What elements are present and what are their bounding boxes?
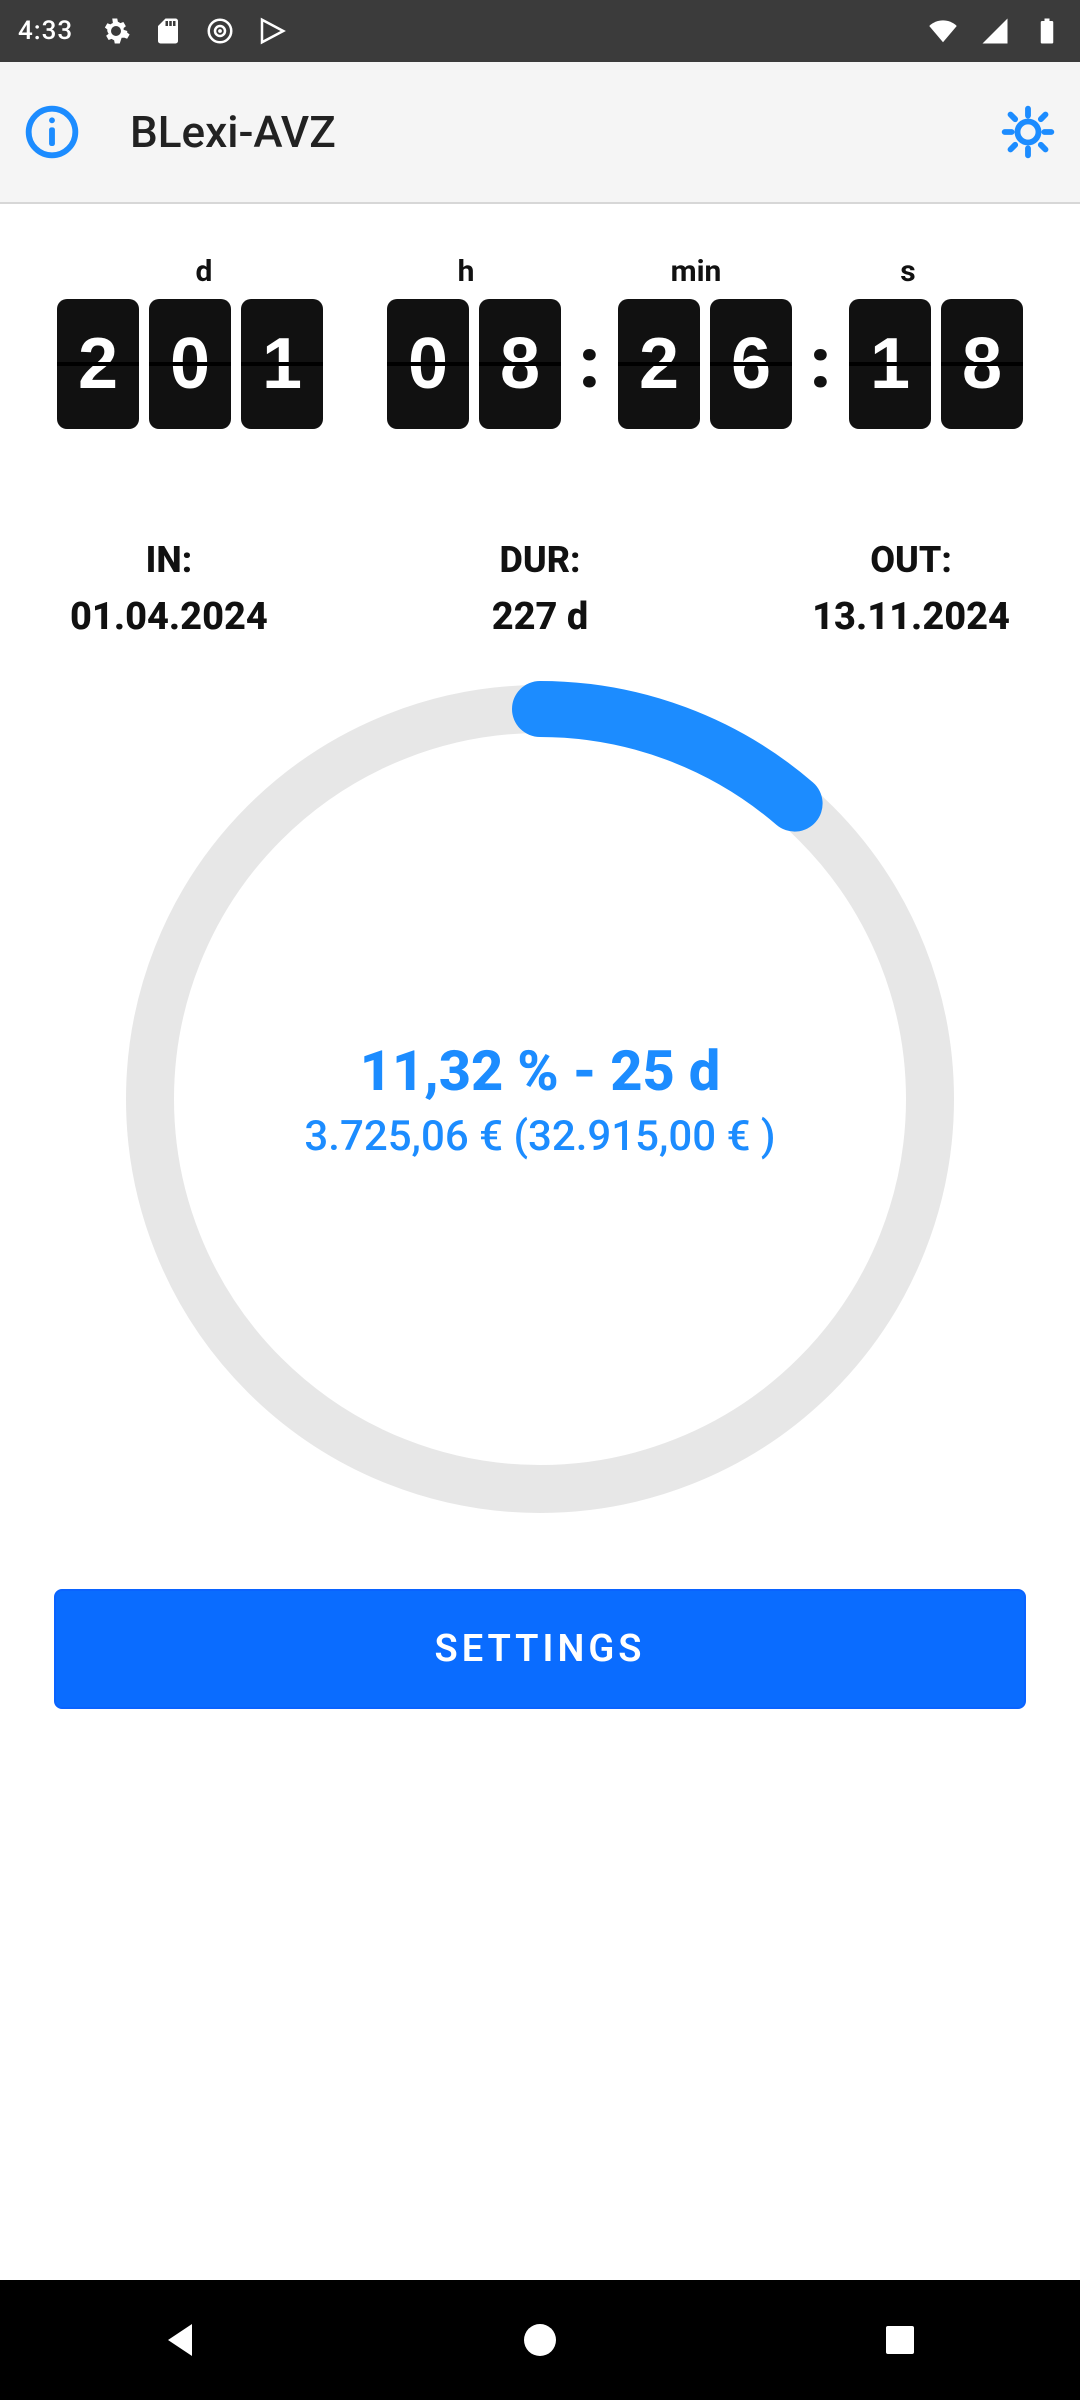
android-status-bar: 4:33 <box>0 0 1080 62</box>
digit: 8 <box>479 299 561 429</box>
sd-card-icon <box>153 16 183 46</box>
status-right-group <box>928 16 1062 46</box>
meta-out-label: OUT: <box>812 539 1010 581</box>
digit: 1 <box>241 299 323 429</box>
target-icon <box>205 16 235 46</box>
progress-ring: 11,32 % - 25 d 3.725,06 € (32.915,00 € ) <box>120 679 960 1519</box>
meta-dur: DUR: 227 d <box>492 539 589 639</box>
ring-line2: 3.725,06 € (32.915,00 € ) <box>304 1112 775 1161</box>
gear-icon <box>101 16 131 46</box>
status-left-group: 4:33 <box>18 16 287 46</box>
wifi-icon <box>928 16 958 46</box>
counter-minutes: 2 6 <box>618 299 792 429</box>
android-nav-bar <box>0 2280 1080 2400</box>
battery-icon <box>1032 16 1062 46</box>
settings-button-label: SETTINGS <box>435 1627 646 1671</box>
back-triangle-icon[interactable] <box>156 2316 204 2364</box>
meta-out-value: 13.11.2024 <box>812 595 1010 639</box>
meta-dur-label: DUR: <box>492 539 589 581</box>
signal-icon <box>980 16 1010 46</box>
counter-hours: 0 8 <box>387 299 561 429</box>
meta-in-value: 01.04.2024 <box>70 595 268 639</box>
settings-button[interactable]: SETTINGS <box>54 1589 1026 1709</box>
label-minutes: min <box>590 254 802 289</box>
label-seconds: s <box>802 254 1014 289</box>
progress-ring-container: 11,32 % - 25 d 3.725,06 € (32.915,00 € ) <box>40 679 1040 1519</box>
recents-square-icon[interactable] <box>876 2316 924 2364</box>
main-content: d h min s 2 0 1 0 8 : 2 6 : 1 8 IN: 01.0… <box>0 204 1080 2280</box>
label-hours: h <box>342 254 590 289</box>
digit: 0 <box>149 299 231 429</box>
ring-center-text: 11,32 % - 25 d 3.725,06 € (32.915,00 € ) <box>120 679 960 1519</box>
counter-colon: : <box>804 347 837 382</box>
digit: 2 <box>57 299 139 429</box>
digit: 8 <box>941 299 1023 429</box>
home-circle-icon[interactable] <box>516 2316 564 2364</box>
meta-out: OUT: 13.11.2024 <box>812 539 1010 639</box>
counter-days: 2 0 1 <box>57 299 323 429</box>
flip-counter: 2 0 1 0 8 : 2 6 : 1 8 <box>40 299 1040 429</box>
digit: 6 <box>710 299 792 429</box>
counter-unit-labels: d h min s <box>40 254 1040 289</box>
digit: 2 <box>618 299 700 429</box>
info-icon[interactable] <box>24 104 80 160</box>
meta-dur-value: 227 d <box>492 595 589 639</box>
label-days: d <box>66 254 342 289</box>
app-title: BLexi-AVZ <box>130 106 960 158</box>
counter-seconds: 1 8 <box>849 299 1023 429</box>
meta-in: IN: 01.04.2024 <box>70 539 268 639</box>
ring-line1: 11,32 % - 25 d <box>360 1038 721 1104</box>
status-clock: 4:33 <box>18 16 73 46</box>
play-store-icon <box>257 16 287 46</box>
digit: 0 <box>387 299 469 429</box>
meta-in-label: IN: <box>70 539 268 581</box>
counter-colon: : <box>573 347 606 382</box>
settings-gear-icon[interactable] <box>1000 104 1056 160</box>
app-bar: BLexi-AVZ <box>0 62 1080 204</box>
meta-row: IN: 01.04.2024 DUR: 227 d OUT: 13.11.202… <box>70 539 1010 639</box>
digit: 1 <box>849 299 931 429</box>
